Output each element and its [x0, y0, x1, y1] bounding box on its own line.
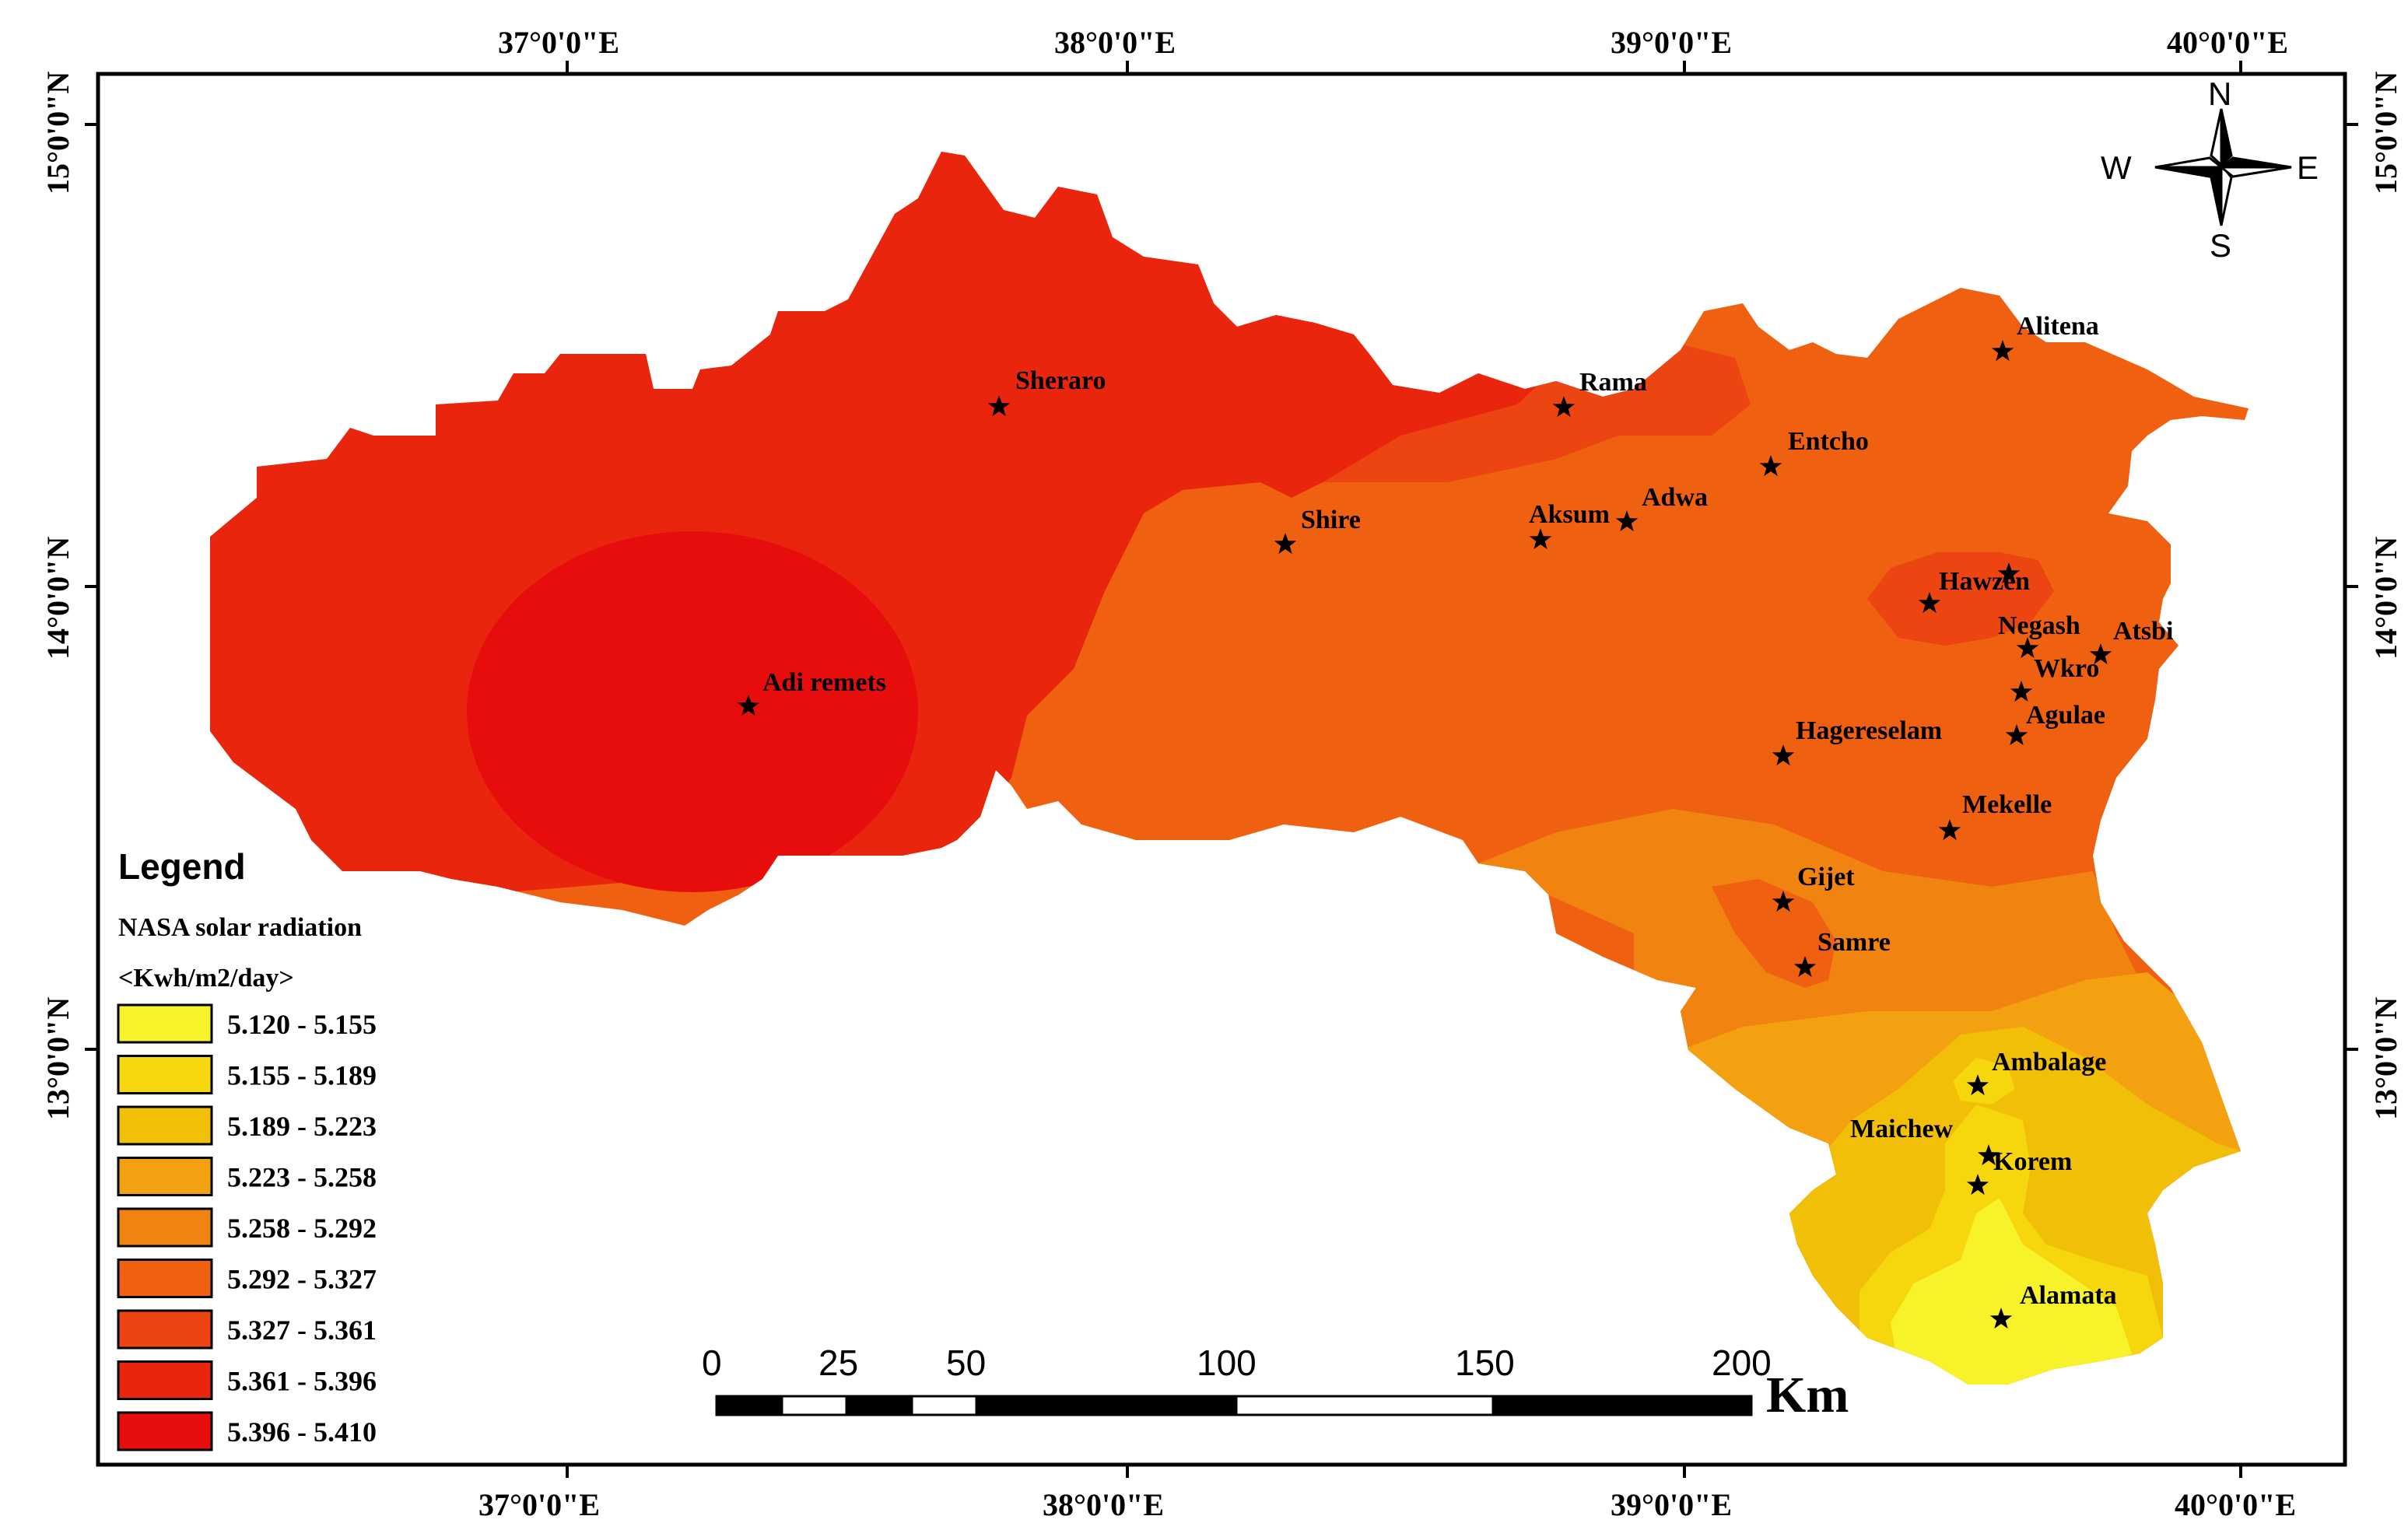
legend-label: 5.189 - 5.223 — [227, 1111, 377, 1142]
scale-tick-label: 0 — [702, 1343, 722, 1383]
legend-swatch — [117, 1105, 213, 1146]
legend-swatch — [117, 1055, 213, 1094]
lon-label-bottom-38: 38°0'0"E — [1043, 1487, 1164, 1522]
scale-unit-label: Km — [1766, 1367, 1849, 1423]
zone-5.155-5.189-ambalage — [1953, 1058, 2015, 1105]
legend-label: 5.396 - 5.410 — [227, 1416, 377, 1448]
place-label-mekelle: Mekelle — [1962, 790, 2052, 819]
zone-5.120-5.155 — [1891, 1198, 2132, 1385]
lon-label-top-40: 40°0'0"E — [2167, 25, 2288, 60]
scale-bar: 0 25 50 100 150 200 Km — [702, 1343, 1849, 1423]
scale-tick-label: 150 — [1455, 1343, 1515, 1383]
place-label-atsbi: Atsbi — [2113, 617, 2173, 646]
scale-bar-segments — [715, 1395, 1753, 1416]
legend-label: 5.361 - 5.396 — [227, 1366, 377, 1397]
scale-tick-label: 100 — [1197, 1343, 1257, 1383]
compass-rose-icon: N S W E — [2101, 75, 2319, 264]
legend-swatch — [117, 1360, 213, 1400]
scale-tick-label: 50 — [946, 1343, 986, 1383]
legend-label: 5.155 - 5.189 — [227, 1060, 377, 1091]
place-label-gijet: Gijet — [1797, 863, 1855, 891]
legend-items: 5.120 - 5.155 5.155 - 5.189 5.189 - 5.223 5… — [117, 1003, 377, 1451]
lat-label-right-15: 15°0'0"N — [2368, 72, 2403, 194]
lat-label-right-13: 13°0'0"N — [2368, 997, 2403, 1120]
legend-swatch — [117, 1259, 213, 1298]
compass-east-label: E — [2297, 149, 2319, 186]
compass-south-label: S — [2210, 227, 2231, 264]
legend-title: Legend — [118, 846, 246, 887]
place-label-korem: Korem — [1993, 1147, 2072, 1176]
compass-west-label: W — [2101, 149, 2132, 186]
graticule-ticks — [85, 61, 2358, 1478]
place-label-adi-remets: Adi remets — [762, 668, 886, 697]
map-frame-outer — [96, 72, 2347, 1467]
lon-label-top-39: 39°0'0"E — [1611, 25, 1732, 60]
coordinate-labels: 37°0'0"E 38°0'0"E 39°0'0"E 40°0'0"E 37°0… — [40, 25, 2403, 1522]
legend-label: 5.258 - 5.292 — [227, 1213, 377, 1244]
legend: Legend NASA solar radiation <Kwh/m2/day>… — [117, 846, 377, 1451]
place-label-maichew: Maichew — [1850, 1115, 1954, 1143]
scale-tick-label: 25 — [818, 1343, 858, 1383]
place-label-entcho: Entcho — [1788, 427, 1869, 456]
legend-swatch — [117, 1207, 213, 1248]
lon-label-bottom-37: 37°0'0"E — [478, 1487, 600, 1522]
zone-5.396-5.410 — [467, 531, 918, 892]
compass-north-label: N — [2208, 75, 2231, 112]
place-label-hawzen: Hawzen — [1939, 567, 2030, 596]
legend-units: <Kwh/m2/day> — [118, 964, 294, 993]
legend-swatch — [117, 1309, 213, 1350]
lon-label-bottom-40: 40°0'0"E — [2175, 1487, 2296, 1522]
place-label-samre: Samre — [1817, 928, 1891, 957]
legend-label: 5.120 - 5.155 — [227, 1009, 377, 1040]
place-label-aksum: Aksum — [1529, 500, 1610, 529]
place-label-ambalage: Ambalage — [1992, 1048, 2106, 1077]
place-label-sheraro: Sheraro — [1015, 366, 1106, 395]
lon-label-top-38: 38°0'0"E — [1054, 25, 1176, 60]
legend-label: 5.327 - 5.361 — [227, 1315, 377, 1346]
place-label-alitena: Alitena — [2017, 312, 2099, 341]
legend-swatch — [117, 1003, 213, 1044]
lon-label-bottom-39: 39°0'0"E — [1611, 1487, 1732, 1522]
legend-subtitle: NASA solar radiation — [118, 913, 362, 942]
place-label-negash: Negash — [1998, 611, 2080, 640]
legend-label: 5.292 - 5.327 — [227, 1264, 377, 1295]
place-label-rama: Rama — [1579, 368, 1647, 397]
legend-swatch — [117, 1157, 213, 1196]
lat-label-left-13: 13°0'0"N — [40, 997, 75, 1120]
place-label-shire: Shire — [1301, 506, 1361, 534]
place-label-agulae: Agulae — [2026, 701, 2105, 730]
lon-label-top-37: 37°0'0"E — [498, 25, 619, 60]
lat-label-right-14: 14°0'0"N — [2368, 537, 2403, 660]
place-label-wkro: Wkro — [2034, 654, 2099, 683]
legend-label: 5.223 - 5.258 — [227, 1162, 377, 1193]
place-label-alamata: Alamata — [2020, 1281, 2117, 1310]
settlements: Sheraro Rama Alitena Entcho Adwa Aksum S… — [737, 312, 2173, 1329]
lat-label-left-15: 15°0'0"N — [40, 72, 75, 194]
place-label-hagereselam: Hagereselam — [1796, 716, 1942, 745]
place-label-adwa: Adwa — [1642, 483, 1708, 512]
lat-label-left-14: 14°0'0"N — [40, 537, 75, 660]
scale-tick-label: 200 — [1712, 1343, 1772, 1383]
legend-swatch — [117, 1411, 213, 1451]
